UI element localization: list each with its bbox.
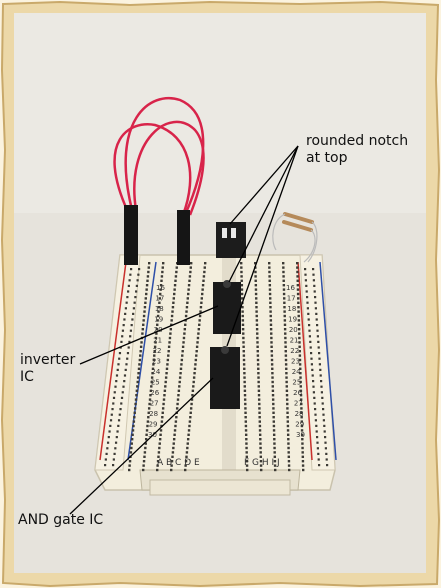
notch-annotation-line2: at top — [306, 150, 348, 166]
row-number-left: 28 — [149, 410, 158, 418]
row-number-left: 24 — [151, 368, 160, 376]
row-number-right: 19 — [288, 316, 297, 324]
row-number-right: 17 — [287, 295, 296, 303]
row-number-left: 29 — [149, 421, 158, 429]
inverter-annotation-line1: inverter — [20, 352, 76, 368]
row-number-right: 30 — [296, 431, 305, 439]
row-number-right: 28 — [295, 410, 304, 418]
and-gate-annotation: AND gate IC — [18, 512, 103, 529]
row-number-right: 23 — [291, 358, 300, 366]
rail-red-right — [297, 261, 313, 461]
row-number-left: 23 — [152, 358, 161, 366]
row-number-right: 18 — [287, 305, 296, 313]
notch-annotation-line1: rounded notch — [306, 133, 409, 149]
row-number-right: 25 — [292, 379, 301, 387]
column-letters-right: F G H I J — [244, 458, 280, 468]
wire-connector-right — [177, 210, 190, 265]
row-number-right: 22 — [290, 347, 299, 355]
row-number-left: 26 — [150, 389, 159, 397]
row-number-left: 25 — [151, 379, 160, 387]
row-numbers-right: 16 17 18 19 20 21 22 23 24 25 26 27 28 29 30 — [286, 284, 305, 439]
notch-annotation: rounded notch at top — [306, 133, 408, 167]
row-number-right: 24 — [292, 368, 301, 376]
row-number-right: 16 — [286, 284, 295, 292]
row-number-right: 29 — [295, 421, 304, 429]
row-number-left: 27 — [150, 400, 159, 408]
row-number-right: 21 — [290, 337, 299, 345]
jumper-wires — [113, 96, 205, 216]
column-letters-left: A B C D E — [157, 458, 200, 468]
annotation-lines — [69, 145, 299, 515]
row-number-left: 18 — [155, 305, 164, 313]
breadboard-holes — [104, 262, 329, 472]
resistors — [282, 212, 314, 232]
row-number-right: 26 — [293, 389, 302, 397]
row-number-left: 22 — [153, 347, 162, 355]
row-number-left: 21 — [153, 337, 162, 345]
inverter-annotation: inverter IC — [20, 352, 75, 386]
and-gate-annotation-text: AND gate IC — [18, 512, 104, 528]
row-number-right: 20 — [289, 326, 298, 334]
row-number-left: 17 — [155, 295, 164, 303]
row-number-left: 16 — [156, 284, 165, 292]
and-gate-ic — [210, 346, 240, 409]
row-number-right: 27 — [294, 400, 303, 408]
wire-connector-left — [124, 205, 138, 265]
rail-red-left — [99, 261, 127, 461]
inverter-annotation-line2: IC — [20, 369, 34, 385]
row-number-left: 19 — [154, 316, 163, 324]
row-number-left: 20 — [154, 326, 163, 334]
inverter-ic — [213, 280, 241, 334]
top-dip-chip — [216, 222, 246, 258]
rail-blue-right — [319, 261, 337, 461]
